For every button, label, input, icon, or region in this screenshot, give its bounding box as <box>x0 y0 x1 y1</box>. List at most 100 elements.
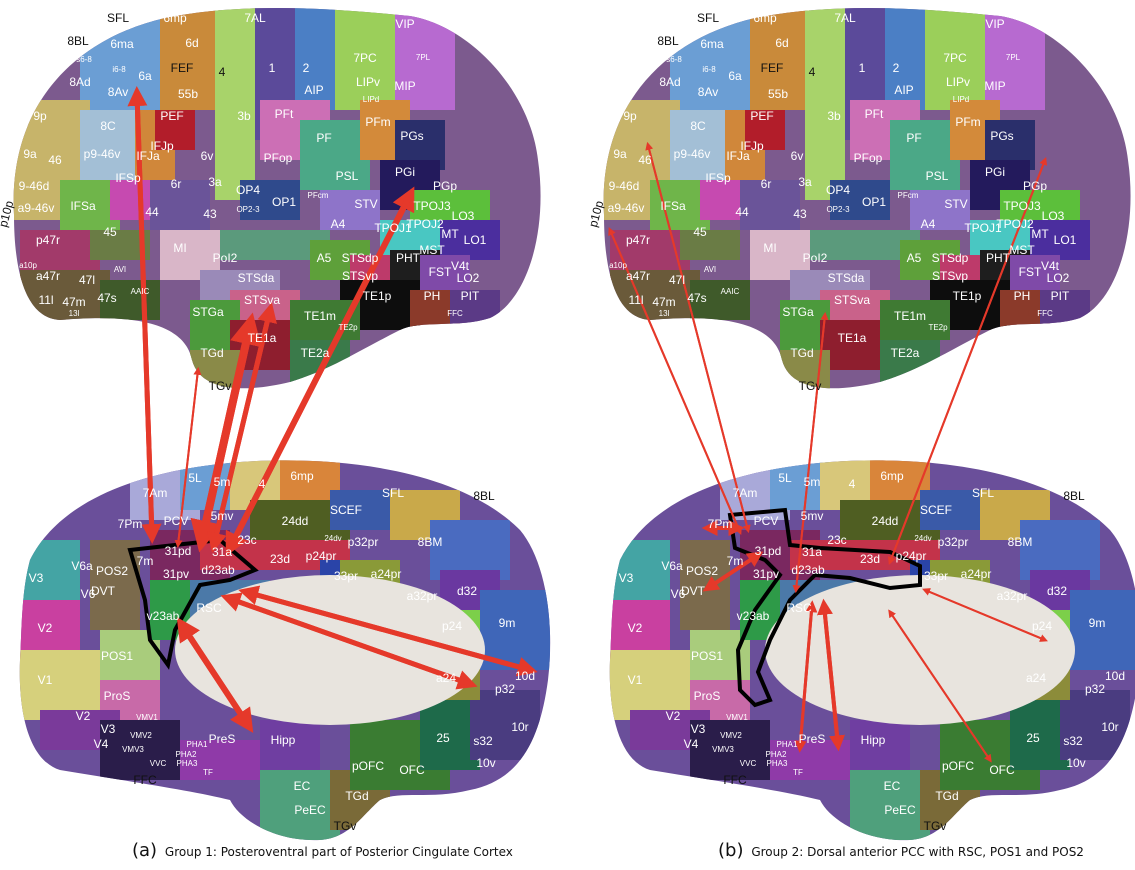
region-label-5m-b: 5m <box>804 475 821 489</box>
region-label-a32pr-a: a32pr <box>407 589 438 603</box>
region-label-te2a-b: TE2a <box>891 346 920 360</box>
region-label-pgs-a: PGs <box>400 129 423 143</box>
region-label-pit-a: PIT <box>461 289 480 303</box>
caption-a: (a) Group 1: Posteroventral part of Post… <box>132 840 513 861</box>
region-label-pef-a: PEF <box>160 109 183 123</box>
region-label-6a-a: 6a <box>138 69 152 83</box>
region-label-tgv-a: TGv <box>334 819 357 833</box>
region-label-6r-b: 6r <box>761 177 772 191</box>
region-label-pf-b: PF <box>906 131 921 145</box>
region-label-v3-a: V3 <box>101 722 116 736</box>
region-label-op1-b: OP1 <box>862 195 886 209</box>
region-label-pros-b: ProS <box>694 689 721 703</box>
region-label-pha1-a: PHA1 <box>187 740 208 749</box>
region-label-v2-b: V2 <box>666 709 681 723</box>
region-label-v4-a: V4 <box>94 737 109 751</box>
region-label-pit-b: PIT <box>1051 289 1070 303</box>
region-label-p32pr-a: p32pr <box>348 535 379 549</box>
region-label-a10p-a: a10p <box>19 261 37 270</box>
region-label-7al-b: 7AL <box>834 11 856 25</box>
region-label-7m-b: 7m <box>727 554 744 568</box>
region-label-tpoj3-b: TPOJ3 <box>1003 199 1041 213</box>
region-label-pcv-b: PCV <box>754 514 779 528</box>
region-label-ifsp-b: IFSp <box>705 171 731 185</box>
region-label-tgv-b: TGv <box>799 379 822 393</box>
region-label-6r-a: 6r <box>171 177 182 191</box>
region-label-43-b: 43 <box>793 207 807 221</box>
region-label-47s-a: 47s <box>97 291 116 305</box>
region-label-13l-b: 13l <box>659 309 670 318</box>
region-label-ifsa-b: IFSa <box>660 199 686 213</box>
region-label-55b-a: 55b <box>178 87 198 101</box>
region-label-6v-b: 6v <box>791 149 804 163</box>
region-label-8c-a: 8C <box>100 119 116 133</box>
region-label-p24pr-b: p24pr <box>896 549 927 563</box>
region-label-avi-b: AVI <box>704 265 716 274</box>
region-label-31a-a: 31a <box>212 545 232 559</box>
region-label-3b-a: 3b <box>237 109 251 123</box>
region-label-7pl-b: 7PL <box>1006 53 1021 62</box>
region-label-47l-a: 47l <box>79 273 95 287</box>
region-label-pcv-a: PCV <box>164 514 189 528</box>
region-label-3a-a: 3a <box>208 175 222 189</box>
region-label-aip-a: AIP <box>304 83 323 97</box>
region-label-p32-b: p32 <box>1085 682 1105 696</box>
region-label-31a-b: 31a <box>802 545 822 559</box>
region-label-p10p-b: p10p <box>586 199 607 229</box>
region-label-mi-b: MI <box>763 241 776 255</box>
region-label-v1-a: V1 <box>38 673 53 687</box>
region-label-pofc-a: pOFC <box>352 759 384 773</box>
region-label-a5-a: A5 <box>317 251 332 265</box>
region-label-7am-b: 7Am <box>733 486 758 500</box>
region-label-i6-8-a: i6-8 <box>112 65 126 74</box>
region-label-ec-a: EC <box>294 779 311 793</box>
region-label-a32pr-b: a32pr <box>997 589 1028 603</box>
panel-a: 8BL SFL s6-8 6ma 6mp 7AL 6a 6d i6-8 8Ad FEF 4 1 2 7PC V… <box>0 7 551 861</box>
region-label-sfl-b: SFL <box>972 486 994 500</box>
region-label-23c-a: 23c <box>237 533 256 547</box>
region-label-vmv3-a: VMV3 <box>122 745 144 754</box>
region-label-24dv-b: 24dv <box>914 534 931 543</box>
region-label-pres-a: PreS <box>209 732 236 746</box>
region-label-9m-a: 9m <box>499 616 516 630</box>
region-label-ffc-b: FFC <box>723 773 747 787</box>
region-label-p9-46v-a: p9-46v <box>84 147 121 161</box>
region-label-11l-a: 11l <box>38 293 53 307</box>
region-label-lipv-b: LIPv <box>946 75 970 89</box>
region-label-op2-3-b: OP2-3 <box>826 205 850 214</box>
region-label-d23ab-b: d23ab <box>791 563 825 577</box>
region-label-v2-a: V2 <box>38 621 53 635</box>
region-label-43-a: 43 <box>203 207 217 221</box>
region-label-p32pr-b: p32pr <box>938 535 969 549</box>
region-label-3a-b: 3a <box>798 175 812 189</box>
region-label-vmv1-a: VMV1 <box>136 713 158 722</box>
region-label-5m-a: 5m <box>214 475 231 489</box>
region-label-tpoj1-a: TPOJ1 <box>374 221 412 235</box>
region-label-tpoj1-b: TPOJ1 <box>964 221 1002 235</box>
region-label-pofc-b: pOFC <box>942 759 974 773</box>
region-label-ifja-b: IFJa <box>726 149 750 163</box>
roi-outline-b <box>727 507 922 708</box>
region-label-a10p-b: a10p <box>609 261 627 270</box>
medial-brain-a <box>19 460 551 841</box>
region-label-tgd-a: TGd <box>200 346 223 360</box>
region-label-6a-b: 6a <box>728 69 742 83</box>
region-label-9p-a: 9p <box>33 109 47 123</box>
connection-arrows-b <box>608 141 1048 763</box>
region-label-6mp-b: 6mp <box>753 11 777 25</box>
region-label-stsdp-a: STSdp <box>342 251 379 265</box>
region-label-fef-b: FEF <box>761 61 784 75</box>
region-label-op2-3-a: OP2-3 <box>236 205 260 214</box>
caption-b-letter: (b) <box>718 840 743 861</box>
region-label-te2p-b: TE2p <box>928 323 948 332</box>
region-label-d32-a: d32 <box>457 584 477 598</box>
region-label-pos2-b: POS2 <box>686 564 718 578</box>
region-label-7m-a: 7m <box>137 554 154 568</box>
region-label-p24-b: p24 <box>1032 619 1052 633</box>
region-label-pht-a: PHT <box>396 251 421 265</box>
region-label-d32-b: d32 <box>1047 584 1067 598</box>
region-label-9m-b: 9m <box>1089 616 1106 630</box>
region-label-vmv2-a: VMV2 <box>130 731 152 740</box>
region-label-pft-a: PFt <box>275 107 294 121</box>
